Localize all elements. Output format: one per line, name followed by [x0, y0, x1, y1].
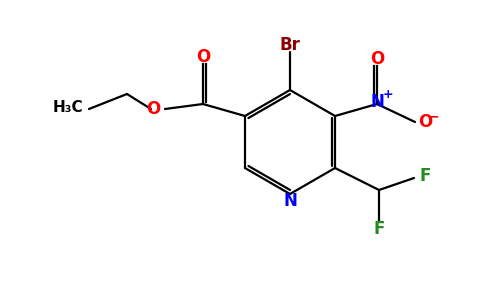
Text: O: O — [196, 48, 210, 66]
Text: F: F — [373, 220, 385, 238]
Text: Br: Br — [280, 36, 301, 54]
Text: O: O — [146, 100, 160, 118]
Text: O: O — [418, 113, 432, 131]
Text: N: N — [283, 192, 297, 210]
Text: F: F — [419, 167, 430, 185]
Text: −: − — [427, 109, 439, 123]
Text: N: N — [370, 93, 384, 111]
Text: +: + — [383, 88, 393, 101]
Text: H₃C: H₃C — [52, 100, 83, 115]
Text: O: O — [370, 50, 384, 68]
